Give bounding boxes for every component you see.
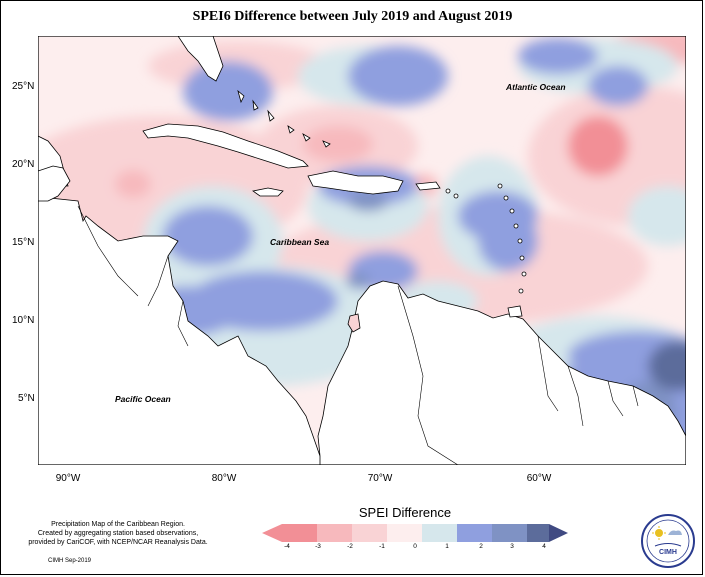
country-borders: [77, 205, 639, 465]
credit-text: Precipitation Map of the Caribbean Regio…: [18, 520, 218, 547]
legend-swatch-4: [387, 524, 422, 542]
land-hispaniola: [307, 170, 404, 195]
land-trinidad: [507, 305, 523, 318]
lat-label-10: 10°N: [12, 315, 35, 326]
label-atlantic-ocean: Atlantic Ocean: [506, 82, 566, 92]
lon-label-60: 60°W: [526, 473, 552, 484]
legend-swatch-3: [352, 524, 387, 542]
map-title: SPEI6 Difference between July 2019 and A…: [192, 9, 513, 24]
legend-swatch-1: [282, 524, 317, 542]
credit-line-1: Precipitation Map of the Caribbean Regio…: [51, 521, 185, 528]
lon-label-90: 90°W: [55, 473, 81, 484]
legend-tick: -4: [284, 543, 290, 550]
legend-arrow-right: [549, 524, 568, 542]
legend-colorbar: [262, 524, 568, 542]
credit-line-3: provided by CariCOF, with NCEP/NCAR Rean…: [28, 539, 208, 546]
lake-maracaibo: [347, 313, 361, 333]
lat-label-15: 15°N: [12, 237, 35, 248]
credit-date: CIMH Sep-2019: [48, 558, 92, 564]
legend-tick: -2: [347, 543, 353, 550]
legend-tick: 0: [413, 543, 417, 550]
legend-tick: -1: [379, 543, 385, 550]
legend-swatch-5: [422, 524, 457, 542]
legend-tick: 4: [542, 543, 546, 550]
legend-swatch-2: [317, 524, 352, 542]
land-lesser-antilles: [445, 183, 527, 294]
legend-swatch-6: [457, 524, 492, 542]
label-pacific-ocean: Pacific Ocean: [115, 394, 171, 404]
legend-arrow-left: [262, 524, 282, 542]
legend-swatch-8: [527, 524, 549, 542]
legend-tick: 3: [510, 543, 514, 550]
lon-label-80: 80°W: [211, 473, 237, 484]
lat-label-20: 20°N: [12, 159, 35, 170]
legend-tick: 2: [479, 543, 483, 550]
land-yucatan: [38, 165, 71, 202]
land-puerto-rico: [415, 181, 441, 191]
label-caribbean-sea: Caribbean Sea: [270, 237, 330, 247]
land-jamaica: [252, 187, 284, 197]
lat-label-25: 25°N: [12, 81, 35, 92]
land-cuba: [142, 123, 309, 169]
lon-label-70: 70°W: [367, 473, 393, 484]
land-florida: [177, 36, 224, 82]
land-bahamas: [237, 89, 331, 148]
cimh-logo: CIMH: [641, 514, 695, 568]
lat-label-5: 5°N: [18, 393, 35, 404]
legend-title: SPEI Difference: [358, 505, 452, 520]
legend-tick: -3: [315, 543, 321, 550]
legend-swatch-7: [492, 524, 527, 542]
credit-line-2: Created by aggregating station based obs…: [37, 530, 199, 537]
spei-map: [38, 36, 686, 465]
legend-tick: 1: [445, 543, 449, 550]
logo-text: CIMH: [659, 549, 677, 556]
